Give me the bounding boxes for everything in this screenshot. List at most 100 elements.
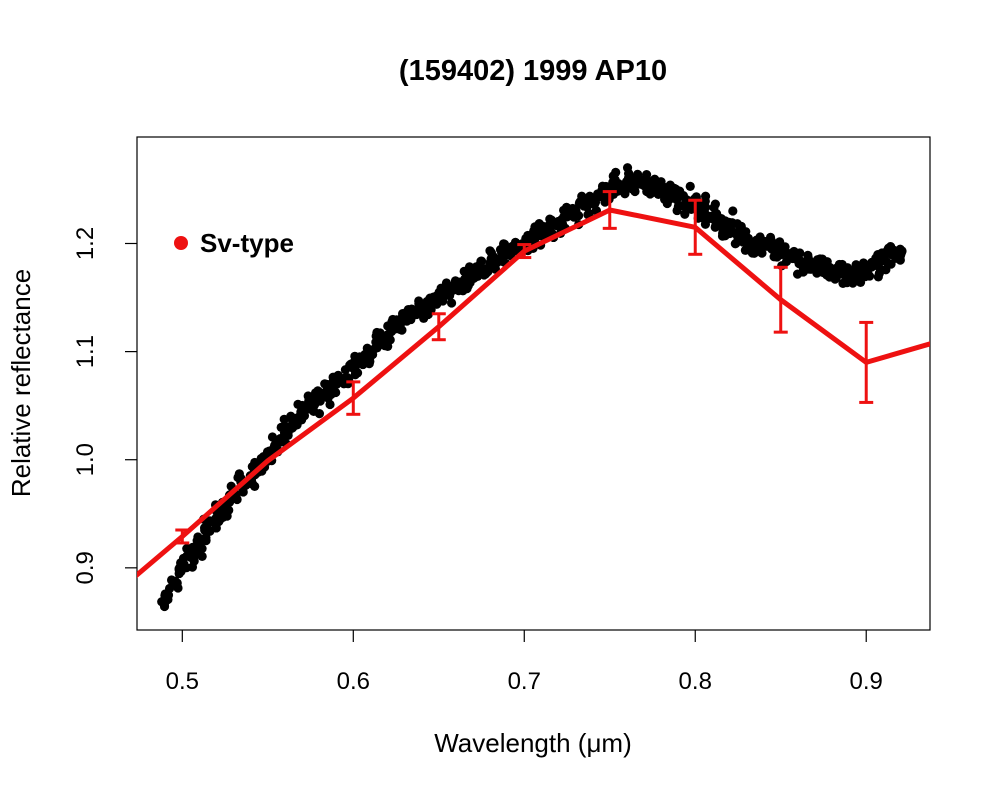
legend-swatch [174, 236, 188, 250]
data-point [803, 250, 813, 260]
x-tick-label: 0.8 [679, 668, 712, 695]
data-point [372, 343, 382, 353]
y-axis-label: Relative reflectance [6, 269, 36, 497]
legend-label: Sv-type [200, 228, 294, 258]
x-tick-label: 0.6 [337, 668, 370, 695]
data-point [559, 205, 569, 215]
data-point [627, 182, 638, 192]
scatter-points [157, 163, 907, 612]
data-point [201, 536, 211, 546]
data-point [842, 278, 852, 288]
data-point [314, 409, 325, 419]
data-point [680, 209, 690, 219]
data-point [413, 304, 423, 314]
data-point [176, 558, 186, 568]
data-point [815, 254, 825, 264]
plot-frame [136, 136, 931, 631]
data-point [720, 225, 730, 235]
data-point [182, 544, 192, 554]
data-point [850, 265, 860, 275]
data-point [858, 258, 869, 268]
x-axis-label: Wavelength (μm) [434, 728, 632, 758]
data-point [173, 583, 183, 593]
data-point [464, 262, 475, 272]
data-point [611, 167, 621, 178]
data-point [685, 181, 695, 191]
data-point [740, 230, 750, 240]
data-point [498, 239, 509, 249]
data-point [700, 191, 711, 201]
data-point [315, 396, 325, 406]
y-tick-label: 1.1 [72, 335, 99, 368]
data-point [695, 206, 705, 216]
x-tick-label: 0.5 [166, 668, 199, 695]
data-point [874, 268, 884, 279]
legend: Sv-type [174, 228, 294, 258]
data-point [273, 435, 283, 446]
data-point [858, 272, 868, 282]
data-point [295, 410, 305, 421]
data-point [584, 208, 594, 219]
data-point [772, 242, 782, 253]
data-point [281, 431, 291, 441]
data-point [703, 213, 713, 224]
data-point [189, 556, 199, 566]
data-point [353, 368, 363, 378]
model-series [137, 190, 930, 579]
data-point [765, 239, 775, 249]
data-point [755, 242, 765, 252]
data-point [570, 209, 580, 219]
data-point [892, 247, 902, 258]
data-point [780, 242, 790, 252]
data-point [612, 179, 622, 190]
data-point [755, 232, 765, 242]
data-point [250, 458, 261, 468]
data-point [406, 314, 416, 325]
data-point [825, 262, 835, 272]
data-point [724, 217, 734, 227]
y-axis: 0.9 1.0 1.1 1.2 [72, 227, 137, 585]
y-tick-label: 1.2 [72, 227, 99, 260]
data-point [355, 354, 366, 364]
data-point [383, 341, 393, 351]
data-point [511, 243, 521, 254]
data-point [585, 191, 595, 201]
data-point [641, 170, 652, 180]
y-tick-label: 1.0 [72, 443, 99, 476]
data-point [328, 383, 338, 393]
data-point [320, 379, 330, 389]
data-point [749, 248, 759, 258]
data-point [620, 189, 630, 199]
data-point [886, 259, 896, 269]
data-point [342, 372, 352, 383]
data-point [483, 267, 493, 277]
data-point [679, 201, 689, 211]
data-point [446, 298, 457, 308]
chart-title: (159402) 1999 AP10 [399, 55, 667, 87]
data-point [552, 221, 562, 231]
data-point [440, 290, 451, 300]
data-point [672, 195, 682, 205]
data-point [653, 183, 664, 193]
data-point [635, 178, 646, 189]
x-axis: 0.5 0.6 0.7 0.8 0.9 [166, 630, 883, 695]
data-point [422, 296, 432, 307]
x-tick-label: 0.7 [508, 668, 541, 695]
data-point [792, 254, 802, 264]
data-point [728, 206, 738, 216]
data-point [433, 297, 443, 307]
data-point [545, 214, 555, 224]
data-point [895, 255, 905, 265]
y-tick-label: 0.9 [72, 551, 99, 584]
data-point [455, 284, 465, 294]
data-point [886, 241, 896, 252]
data-point [268, 443, 279, 454]
data-point [380, 333, 390, 343]
data-point [192, 549, 203, 559]
data-point [543, 225, 553, 236]
data-point [559, 212, 569, 222]
data-point [475, 269, 486, 279]
x-tick-label: 0.9 [850, 668, 883, 695]
